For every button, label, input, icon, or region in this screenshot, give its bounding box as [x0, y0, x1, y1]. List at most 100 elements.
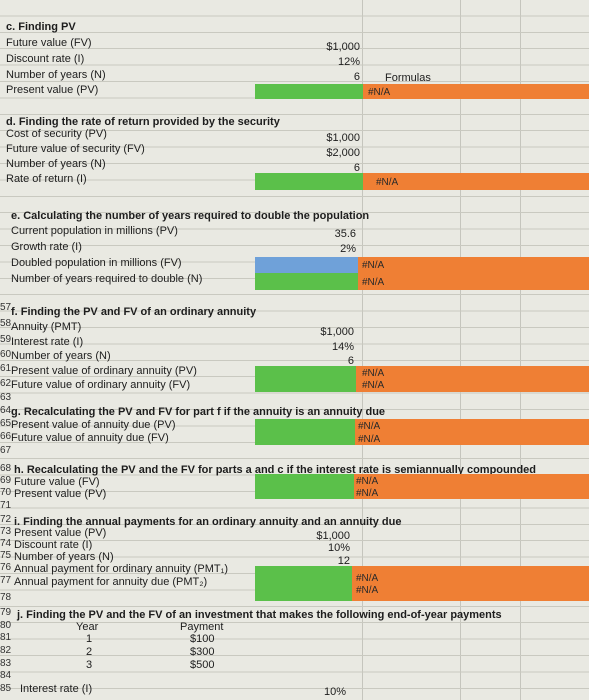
- g-formula-cells[interactable]: [355, 419, 589, 445]
- c-years-value[interactable]: 6: [353, 71, 360, 83]
- row-number[interactable]: 60: [0, 349, 12, 360]
- c-fv-label: Future value (FV): [6, 37, 92, 49]
- i-n-value[interactable]: 12: [337, 555, 350, 567]
- row-number[interactable]: 67: [0, 445, 12, 456]
- e-n-formula-cell[interactable]: [358, 273, 589, 290]
- g-fv-result: #N/A: [358, 434, 381, 445]
- f-green-cells: [255, 366, 356, 392]
- f-formula-cells[interactable]: [356, 366, 589, 392]
- row-number[interactable]: 73: [0, 526, 12, 537]
- row-number[interactable]: 57: [0, 302, 12, 313]
- row-number[interactable]: 80: [0, 620, 12, 631]
- h-green-cells: [255, 474, 354, 499]
- row-number[interactable]: 59: [0, 334, 12, 345]
- section-i-title: i. Finding the annual payments for an or…: [14, 516, 402, 528]
- g-green-cells: [255, 419, 355, 445]
- c-pv-formula-cell[interactable]: [363, 84, 589, 99]
- row-number[interactable]: 81: [0, 632, 12, 643]
- e-pv-value[interactable]: 35.6: [334, 228, 356, 240]
- d-fv-value[interactable]: $2,000: [326, 147, 360, 159]
- row-number[interactable]: 69: [0, 475, 12, 486]
- f-fv-result: #N/A: [362, 380, 385, 391]
- e-n-result: #N/A: [362, 277, 385, 288]
- j-year-2: 2: [86, 646, 93, 658]
- row-number[interactable]: 71: [0, 500, 12, 511]
- i-rate-label: Discount rate (I): [14, 539, 93, 551]
- row-number[interactable]: 77: [0, 575, 12, 586]
- d-rate-green-cell: [255, 173, 363, 190]
- h-fv-result: #N/A: [356, 476, 379, 487]
- j-year-1: 1: [86, 633, 93, 645]
- j-interest-label: Interest rate (I): [20, 683, 93, 695]
- row-number[interactable]: 64: [0, 405, 12, 416]
- c-rate-label: Discount rate (I): [6, 53, 85, 65]
- row-number[interactable]: 79: [0, 607, 12, 618]
- j-payment-header: Payment: [180, 621, 224, 633]
- j-payment-1[interactable]: $100: [190, 633, 215, 645]
- c-fv-value[interactable]: $1,000: [326, 41, 360, 53]
- c-pv-green-cell: [255, 84, 363, 99]
- h-fv-label: Future value (FV): [14, 476, 100, 488]
- j-payment-2[interactable]: $300: [190, 646, 215, 658]
- row-number[interactable]: 70: [0, 487, 12, 498]
- h-formula-cells[interactable]: [354, 474, 589, 499]
- c-rate-value[interactable]: 12%: [337, 56, 360, 68]
- section-e-title: e. Calculating the number of years requi…: [11, 210, 370, 222]
- f-n-label: Number of years (N): [11, 350, 111, 362]
- j-interest-value[interactable]: 10%: [323, 686, 346, 698]
- i-rate-value[interactable]: 10%: [327, 542, 350, 554]
- row-number[interactable]: 85: [0, 683, 12, 694]
- i-pv-value[interactable]: $1,000: [316, 530, 350, 542]
- g-pv-result: #N/A: [358, 421, 381, 432]
- f-pv-label: Present value of ordinary annuity (PV): [11, 365, 197, 377]
- i-pv-label: Present value (PV): [14, 527, 107, 539]
- e-n-label: Number of years required to double (N): [11, 273, 203, 285]
- row-number[interactable]: 62: [0, 378, 12, 389]
- f-pmt-value[interactable]: $1,000: [320, 326, 354, 338]
- g-pv-label: Present value of annuity due (PV): [11, 419, 176, 431]
- e-fv-label: Doubled population in millions (FV): [11, 257, 182, 269]
- d-rate-label: Rate of return (I): [6, 173, 87, 185]
- e-rate-value[interactable]: 2%: [340, 243, 356, 255]
- j-payment-3[interactable]: $500: [190, 659, 215, 671]
- f-rate-value[interactable]: 14%: [331, 341, 354, 353]
- c-pv-label: Present value (PV): [6, 84, 99, 96]
- i-pmt2-result: #N/A: [356, 585, 379, 596]
- i-n-label: Number of years (N): [14, 551, 114, 563]
- e-n-green-cell: [255, 273, 358, 290]
- row-number[interactable]: 75: [0, 550, 12, 561]
- row-number[interactable]: 76: [0, 562, 12, 573]
- row-number[interactable]: 58: [0, 318, 12, 329]
- e-fv-blue-cell[interactable]: [255, 257, 358, 273]
- row-number[interactable]: 61: [0, 363, 12, 374]
- d-rate-result: #N/A: [376, 177, 399, 188]
- d-rate-formula-cell[interactable]: [363, 173, 589, 190]
- e-fv-formula-cell[interactable]: [358, 257, 589, 273]
- section-h-title: h. Recalculating the PV and the FV for p…: [14, 464, 537, 476]
- f-n-value[interactable]: 6: [347, 355, 354, 367]
- row-number[interactable]: 83: [0, 658, 12, 669]
- row-number[interactable]: 68: [0, 463, 12, 474]
- row-number[interactable]: 84: [0, 670, 12, 681]
- row-number[interactable]: 72: [0, 514, 12, 525]
- row-number[interactable]: 65: [0, 418, 12, 429]
- j-year-3: 3: [86, 659, 93, 671]
- i-formula-cells[interactable]: [352, 566, 589, 601]
- row-number[interactable]: 66: [0, 431, 12, 442]
- row-number[interactable]: 82: [0, 645, 12, 656]
- section-d-title: d. Finding the rate of return provided b…: [6, 116, 280, 128]
- d-cost-value[interactable]: $1,000: [326, 132, 360, 144]
- row-number[interactable]: 74: [0, 538, 12, 549]
- i-pmt2-label: Annual payment for annuity due (PMT₂): [14, 576, 208, 588]
- e-fv-result: #N/A: [362, 260, 385, 271]
- f-rate-label: Interest rate (I): [11, 336, 84, 348]
- row-number[interactable]: 63: [0, 392, 12, 403]
- f-pmt-label: Annuity (PMT): [11, 321, 82, 333]
- i-green-cells: [255, 566, 352, 601]
- d-years-value[interactable]: 6: [353, 162, 360, 174]
- e-rate-label: Growth rate (I): [11, 241, 82, 253]
- formulas-label: Formulas: [385, 72, 431, 84]
- row-number[interactable]: 78: [0, 592, 12, 603]
- g-fv-label: Future value of annuity due (FV): [11, 432, 169, 444]
